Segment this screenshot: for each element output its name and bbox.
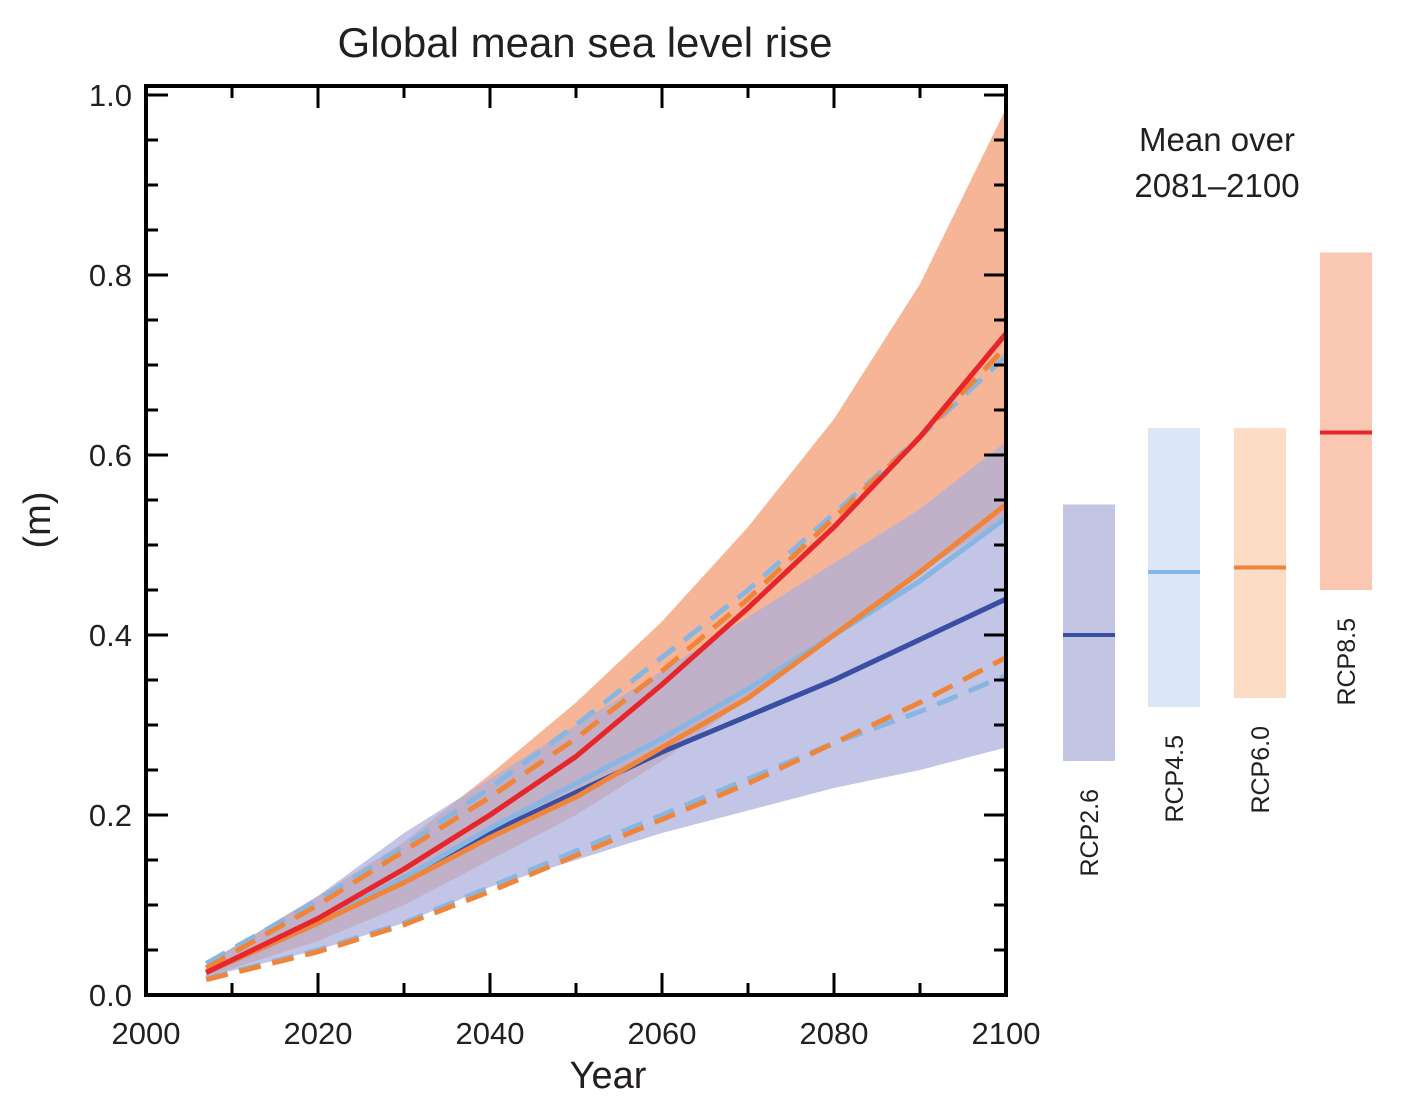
range-bar-RCP4.5 xyxy=(1148,428,1200,707)
chart-title: Global mean sea level rise xyxy=(338,19,833,66)
uncertainty-band-3 xyxy=(206,108,1006,977)
y-tick-label: 0.0 xyxy=(89,978,132,1013)
y-tick-label: 0.8 xyxy=(89,258,132,293)
side-panel-bars: RCP2.6 RCP4.5 RCP6.0 RCP8.5 xyxy=(1063,252,1372,877)
x-tick-label: 2080 xyxy=(800,1016,869,1051)
x-tick-label: 2060 xyxy=(628,1016,697,1051)
uncertainty-band-0 xyxy=(206,441,1006,977)
y-tick-label: 0.4 xyxy=(89,618,132,653)
x-tick-labels: 2000 2020 2040 2060 2080 2100 xyxy=(112,1016,1041,1051)
axis-ticks xyxy=(144,86,1008,997)
dashed-line-6 xyxy=(204,345,1008,971)
y-tick-label: 1.0 xyxy=(89,78,132,113)
rcp-label-RCP8.5: RCP8.5 xyxy=(1333,618,1361,706)
x-tick-label: 2100 xyxy=(972,1016,1041,1051)
y-tick-label: 0.6 xyxy=(89,438,132,473)
series-line-top-2 xyxy=(205,502,1008,975)
y-tick-labels: 0.0 0.2 0.4 0.6 0.8 1.0 xyxy=(89,78,132,1013)
series-lines xyxy=(204,331,1008,983)
range-bar-RCP2.6 xyxy=(1063,504,1115,761)
side-panel-title-line-1: Mean over xyxy=(1139,121,1295,158)
x-tick-label: 2020 xyxy=(284,1016,353,1051)
rcp-label-RCP2.6: RCP2.6 xyxy=(1076,789,1104,877)
dashed-line-5 xyxy=(205,673,1007,982)
rcp-label-RCP6.0: RCP6.0 xyxy=(1247,726,1275,814)
x-tick-label: 2000 xyxy=(112,1016,181,1051)
uncertainty-bands xyxy=(206,108,1006,977)
x-tick-label: 2040 xyxy=(456,1016,525,1051)
side-panel-title-line-2: 2081–2100 xyxy=(1134,167,1299,204)
range-bar-RCP8.5 xyxy=(1320,252,1372,590)
range-bar-RCP6.0 xyxy=(1234,428,1286,698)
rcp-label-RCP4.5: RCP4.5 xyxy=(1161,735,1189,823)
dashed-line-7 xyxy=(205,655,1008,983)
y-axis-label: (m) xyxy=(17,492,59,549)
series-line-top-3 xyxy=(205,331,1008,975)
y-tick-label: 0.2 xyxy=(89,798,132,833)
x-axis-label: Year xyxy=(570,1055,647,1097)
